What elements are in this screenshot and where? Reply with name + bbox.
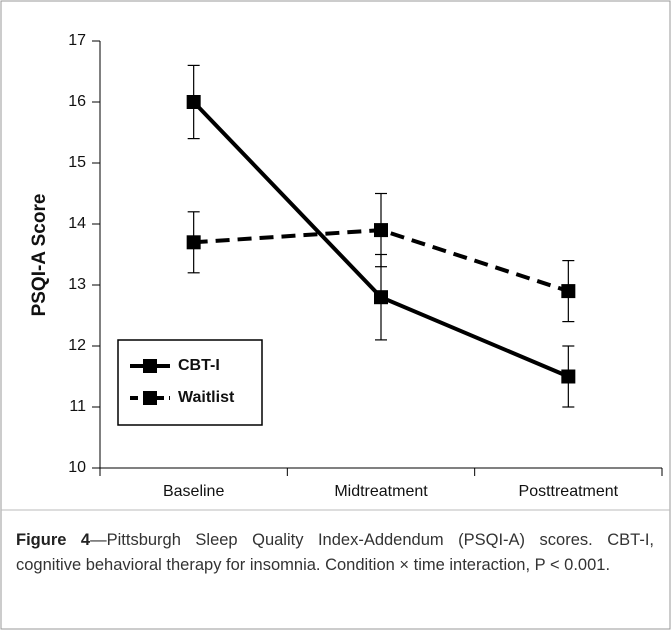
y-tick-label: 13 <box>68 276 86 293</box>
y-axis-label: PSQI-A Score <box>29 194 50 317</box>
legend-marker <box>143 391 157 405</box>
y-tick-label: 14 <box>68 215 86 232</box>
marker <box>186 235 201 250</box>
caption: Figure 4—Pittsburgh Sleep Quality Index-… <box>16 528 654 578</box>
y-tick-label: 11 <box>69 398 86 415</box>
legend-marker <box>143 359 157 373</box>
y-tick-label: 10 <box>68 459 86 476</box>
marker <box>561 284 576 299</box>
caption-text: —Pittsburgh Sleep Quality Index-Addendum… <box>16 531 654 574</box>
x-tick-label: Baseline <box>163 483 224 500</box>
legend-label: Waitlist <box>178 389 235 406</box>
x-tick-label: Midtreatment <box>334 483 428 500</box>
y-tick-label: 15 <box>68 154 86 171</box>
y-tick-label: 17 <box>68 32 86 49</box>
y-tick-label: 16 <box>68 93 86 110</box>
legend-box <box>117 339 263 426</box>
marker <box>186 95 201 109</box>
caption-label: Figure 4 <box>16 531 91 549</box>
legend-label: CBT-I <box>178 357 220 374</box>
y-tick-label: 12 <box>68 337 86 354</box>
marker <box>374 223 388 238</box>
marker <box>374 290 388 305</box>
x-tick-label: Posttreatment <box>519 483 619 500</box>
marker <box>561 369 576 384</box>
